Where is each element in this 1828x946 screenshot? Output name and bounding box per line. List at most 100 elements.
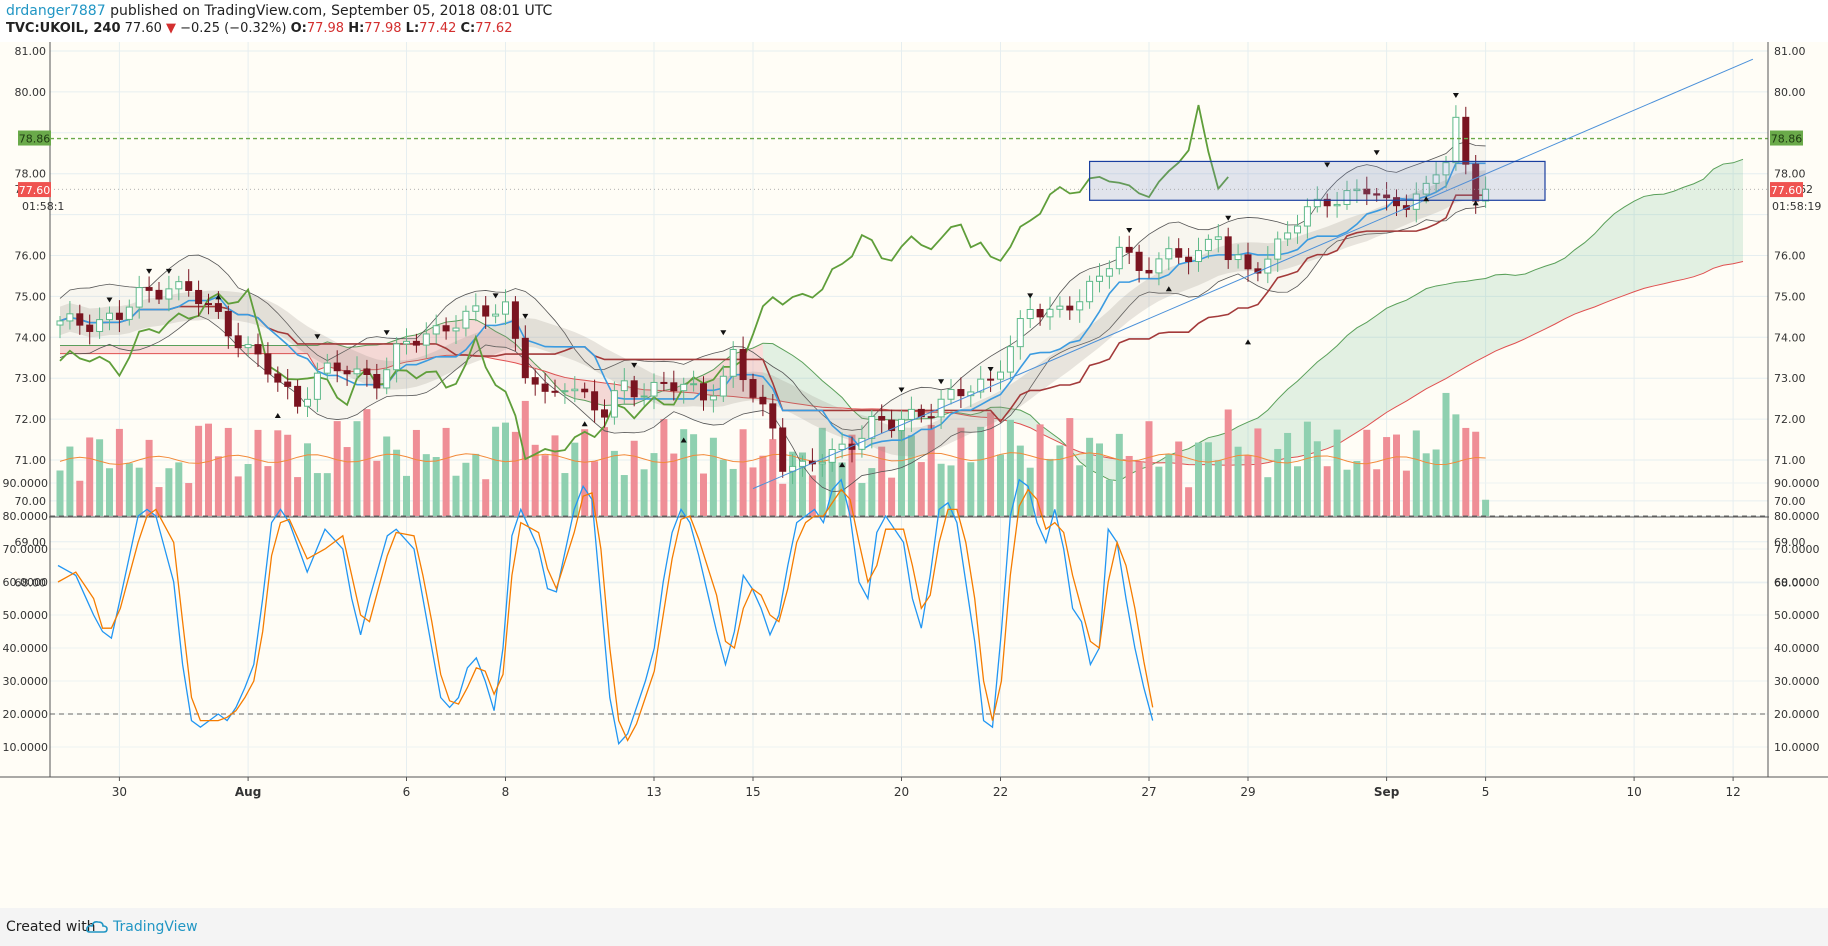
volume-bar (76, 480, 84, 516)
candle-body (1482, 188, 1490, 202)
volume-bar (917, 462, 925, 516)
volume-bar (1076, 465, 1084, 516)
volume-bar (1185, 487, 1193, 516)
volume-bar (848, 434, 856, 516)
fractal-up-icon (581, 421, 588, 427)
volume-bar (492, 426, 500, 516)
candle (1333, 191, 1341, 218)
candle-body (284, 381, 292, 387)
candle-body (1432, 174, 1440, 184)
candle-body (670, 382, 678, 392)
candle (502, 289, 509, 325)
fractal-down-icon (898, 387, 905, 393)
candle (86, 314, 94, 345)
volume-bar (205, 423, 212, 516)
candle (66, 301, 74, 330)
candle (442, 317, 450, 340)
candle (1482, 176, 1490, 208)
candle-body (660, 381, 668, 384)
candle (690, 370, 698, 392)
candle-body (541, 383, 549, 392)
left-stoch-tick: 20.0000 (3, 708, 49, 721)
candle-body (878, 416, 886, 421)
candle-body (531, 377, 539, 385)
fractal-down-icon (631, 362, 638, 368)
volume-bar (373, 460, 381, 516)
volume-bar (1462, 427, 1470, 516)
right-price-tick: 73.00 (1774, 372, 1806, 385)
candle-body (650, 381, 658, 397)
candle-body (1234, 254, 1242, 261)
volume-bar (1125, 455, 1133, 516)
x-tick-label: 30 (112, 785, 127, 799)
volume-bar (660, 419, 668, 516)
tradingview-logo[interactable]: TradingView (86, 919, 198, 935)
envelope-upper (59, 141, 1486, 431)
left-price-badge-text: 78.86 (19, 133, 51, 146)
candle (709, 384, 717, 413)
candle (274, 366, 282, 392)
fractal-up-icon (1472, 200, 1479, 206)
candle (353, 356, 361, 379)
candle-body (1204, 238, 1212, 252)
volume-bar (581, 429, 589, 516)
candle (1105, 260, 1113, 289)
x-tick-label: 13 (646, 785, 661, 799)
candle (1234, 244, 1242, 269)
candle-body (1393, 197, 1400, 207)
candle (1452, 105, 1460, 171)
candle-body (680, 383, 688, 392)
volume-ma-line (59, 452, 1486, 466)
candle-body (1046, 308, 1054, 318)
left-price-tick: 72.00 (15, 413, 47, 426)
candle (1294, 214, 1301, 244)
close-label: C: (460, 21, 476, 36)
volume-bar (264, 466, 272, 516)
candle (1204, 234, 1212, 259)
candle-body (442, 325, 450, 332)
candle (799, 455, 806, 477)
candle-body (165, 288, 173, 300)
candle-body (432, 325, 440, 335)
candle-body (1313, 198, 1321, 208)
candle-body (749, 379, 757, 398)
candle (363, 359, 371, 387)
author-link[interactable]: drdanger7887 (6, 3, 106, 19)
volume-bar (1214, 460, 1222, 516)
candle (205, 293, 212, 315)
candle-body (1224, 236, 1232, 261)
candle (521, 325, 529, 384)
last-price: 77.60 (124, 21, 162, 36)
candle-body (521, 337, 529, 379)
right-price-tick: 69.00 (1774, 536, 1806, 549)
chart-header: drdanger7887 published on TradingView.co… (0, 0, 1828, 42)
volume-bar (1482, 499, 1490, 516)
candle (1284, 221, 1292, 247)
candle (779, 418, 787, 478)
candle (759, 384, 767, 417)
volume-bar (135, 467, 143, 516)
right-price-badge-text: 77.60 (1771, 184, 1803, 197)
published-text: published on TradingView.com, September … (110, 3, 553, 19)
candle (1343, 180, 1351, 210)
fractal-down-icon (165, 268, 172, 274)
left-stoch-tick: 90.0000 (3, 477, 49, 490)
candle-body (1036, 308, 1044, 318)
candle-body (997, 371, 1004, 380)
candle-body (244, 344, 252, 349)
left-price-tick: 73.00 (15, 372, 47, 385)
candle (125, 299, 133, 326)
candle (432, 314, 440, 344)
left-price-badge-text: 77.60 (19, 184, 51, 197)
candle (551, 379, 559, 397)
volume-bar (571, 442, 579, 516)
candle (680, 377, 688, 404)
volume-bar (234, 476, 242, 516)
trendline (752, 58, 1754, 490)
candle-body (106, 312, 113, 321)
candle (977, 366, 985, 399)
fractal-down-icon (314, 334, 321, 340)
candle-body (640, 395, 648, 398)
candle-body (56, 320, 64, 326)
